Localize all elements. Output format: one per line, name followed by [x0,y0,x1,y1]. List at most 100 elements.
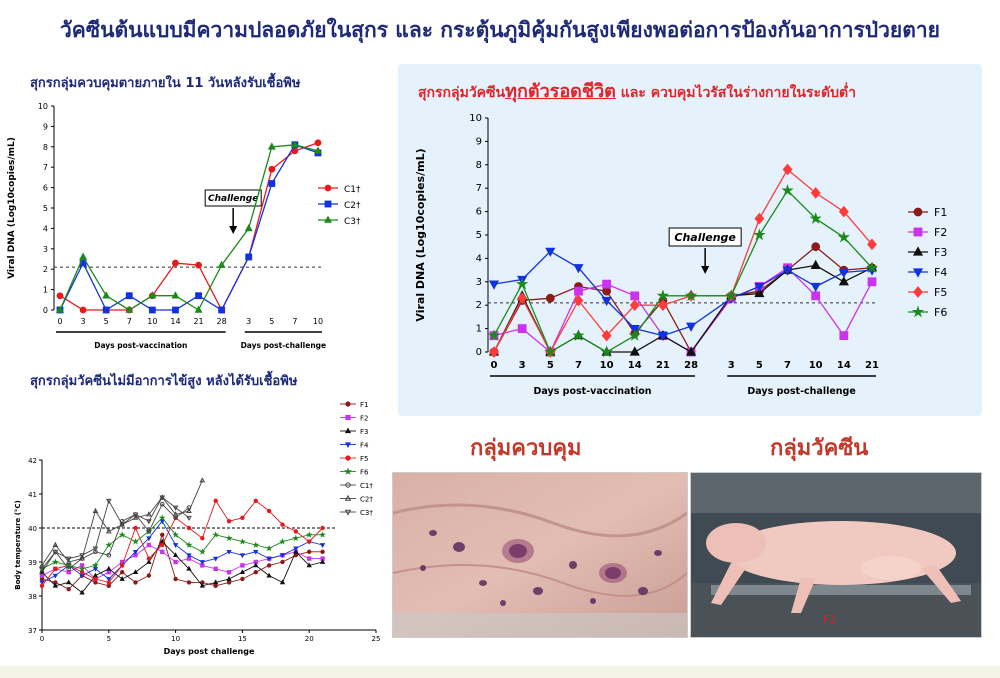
chart2-title-c: และ ควบคุมไวรัสในร่างกายในระดับต่ำ [615,85,856,101]
data-point-F3 [106,565,112,571]
data-point-F4 [159,519,165,525]
data-point-F5 [754,212,765,225]
data-point-F2 [226,569,232,575]
x-tick-label: 5 [269,317,274,326]
data-point-F5 [810,187,821,199]
data-point-F3 [119,576,125,581]
data-point-F3 [52,582,59,588]
x-tick-label: 5 [104,317,109,326]
data-point-F5 [307,539,312,544]
data-point-F4 [266,556,272,562]
group-label-challenge: Days post-challenge [241,341,327,350]
y-tick-label: 38 [28,593,37,601]
legend-marker-F5 [913,286,923,298]
y-tick-label: 39 [28,559,37,567]
data-point-F5 [838,205,849,218]
data-point-F6 [781,183,794,196]
data-point-F6 [51,558,59,565]
data-point-F5 [489,346,499,358]
data-point-F4 [132,549,139,555]
y-tick-label: 1 [43,286,48,295]
x-tick-label: 14 [837,360,851,371]
data-point-F2 [517,324,527,334]
data-point-C3 [119,522,125,528]
challenge-arrow-head [229,226,238,234]
data-point-F6 [185,541,193,548]
data-point-F6 [684,289,698,302]
y-tick-label: 8 [43,143,48,152]
x-tick-label: 20 [305,635,314,643]
legend-label-C3: C3† [360,509,373,517]
data-point-F6 [239,537,246,545]
series-line-F1 [41,533,323,590]
x-tick-label: 5 [756,360,763,371]
data-point-F3 [266,572,272,578]
x-tick-label: 7 [292,317,297,326]
data-point-F5 [517,292,528,304]
data-point-F5 [573,294,584,307]
data-point-F5 [93,576,98,582]
data-point-C3 [92,546,99,552]
data-point-F4 [838,268,849,279]
data-point-F4 [213,556,219,562]
challenge-label: Challenge [208,194,258,204]
data-point-F6 [600,345,613,358]
data-point-F1 [240,576,245,582]
data-point-C2 [172,511,179,517]
data-point-C3 [56,305,64,313]
data-point-F5 [119,563,125,568]
y-tick-label: 0 [43,306,48,315]
data-point-F4 [39,580,45,586]
data-point-F6 [628,329,641,341]
data-point-F4 [92,566,99,572]
data-point-F6 [118,531,126,538]
x-tick-label: 0 [40,635,44,643]
data-point-F5 [320,525,325,531]
data-point-F4 [319,543,326,548]
data-point-F1 [320,549,325,554]
data-point-F3 [66,579,72,585]
data-point-C3 [217,260,226,268]
control-group-label: กลุ่มควบคุม [470,436,582,461]
data-point-C3 [39,566,45,572]
data-point-F5 [53,566,58,571]
data-point-C1 [146,529,152,534]
data-point-F4 [782,266,793,276]
data-point-C2 [79,555,85,561]
series-line-C1 [41,503,190,573]
data-point-F1 [213,583,218,588]
data-point-F1 [160,532,165,537]
data-point-F6 [105,541,113,548]
data-point-F6 [78,565,86,572]
legend-label-C1: C1† [360,482,373,490]
data-point-F6 [279,537,286,545]
data-point-F6 [656,289,670,302]
legend-marker-C1 [324,184,332,192]
y-tick-label: 41 [28,491,37,499]
data-point-F6 [172,531,179,538]
legend-marker-C2 [344,494,352,501]
data-point-C2 [199,477,206,483]
data-point-C2 [186,507,192,513]
data-point-F2 [160,549,165,554]
y-tick-label: 40 [28,525,37,533]
data-point-F6 [753,228,766,241]
legend-marker-F1 [345,401,351,407]
x-tick-label: 0 [491,360,498,371]
data-point-F6 [132,537,139,545]
data-point-C3 [172,505,179,511]
chart1-title: สุกรกลุ่มควบคุมตายภายใน 11 วันหลังรับเชื… [30,76,301,91]
data-point-C2 [195,292,202,300]
data-point-C2 [92,507,99,513]
data-point-F3 [186,565,192,571]
y-tick-label: 9 [43,122,48,131]
legend-label-F5: F5 [360,455,368,463]
data-point-F3 [838,276,849,286]
data-point-F3 [92,572,99,578]
chart3-title: สุกรกลุ่มวัคซีนไม่มีอาการไข้สูง หลังได้ร… [30,374,298,389]
data-point-F4 [186,553,192,559]
legend-label-F2: F2 [360,415,368,423]
data-point-F6 [158,514,166,521]
y-axis-label: Body temperature (°C) [14,500,22,589]
data-point-C2 [132,514,139,520]
